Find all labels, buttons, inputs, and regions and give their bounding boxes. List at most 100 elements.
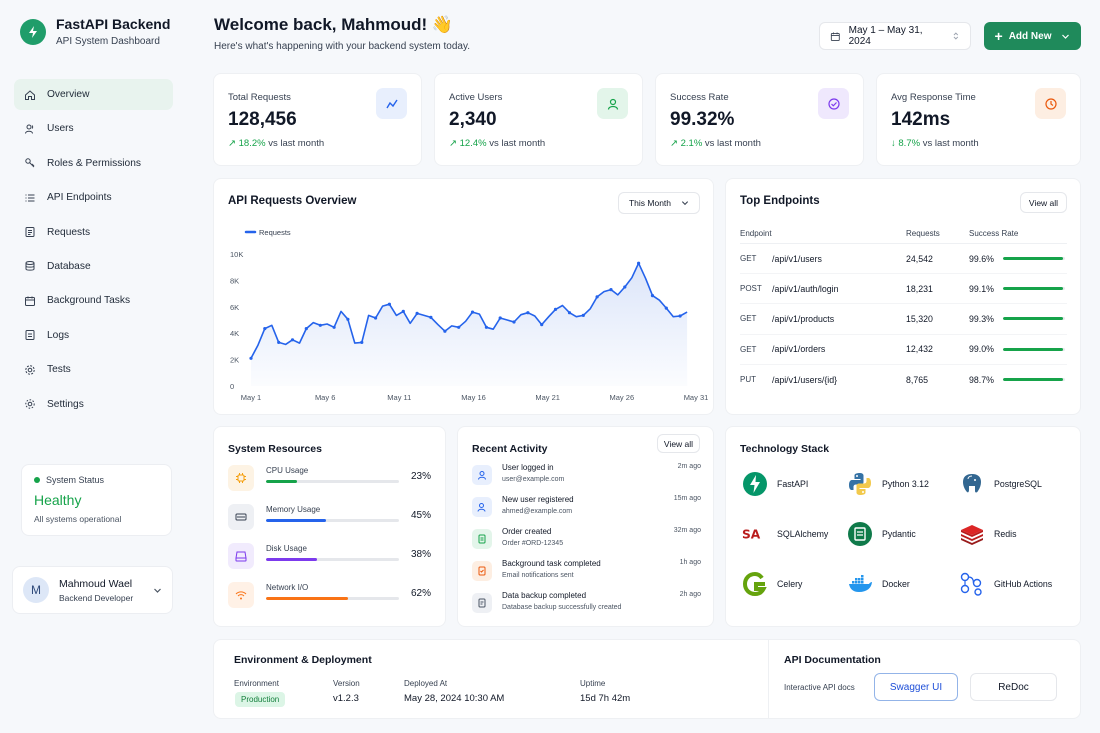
- add-new-button[interactable]: + Add New: [984, 22, 1081, 50]
- data-point: [664, 306, 668, 310]
- table-row[interactable]: GET/api/v1/products 15,320 99.3%: [740, 304, 1067, 335]
- table-row[interactable]: GET/api/v1/users 24,542 99.6%: [740, 244, 1067, 275]
- tech-label: Pydantic: [882, 529, 916, 539]
- endpoint-success-rate: 99.6%: [969, 253, 994, 264]
- pydantic-icon: [847, 521, 873, 547]
- trend-icon: [376, 88, 407, 119]
- app-subtitle: API System Dashboard: [56, 36, 160, 47]
- tech-stack-title: Technology Stack: [740, 443, 830, 455]
- system-status-value: Healthy: [34, 492, 82, 508]
- sidebar-item-settings[interactable]: Settings: [14, 389, 173, 420]
- recent-activity-card: Recent Activity View all User logged in u…: [457, 426, 714, 627]
- sidebar-item-tests[interactable]: Tests: [14, 354, 173, 385]
- add-new-label: Add New: [1008, 30, 1052, 42]
- endpoint-requests: 24,542: [906, 253, 933, 264]
- task-icon: [472, 561, 492, 581]
- check-circle-icon: [818, 88, 849, 119]
- y-tick-label: 10K: [230, 250, 243, 259]
- chart-period-select[interactable]: This Month: [618, 192, 700, 214]
- fastapi-icon: [742, 471, 768, 497]
- brand[interactable]: FastAPI Backend API System Dashboard: [20, 16, 170, 47]
- table-row[interactable]: GET/api/v1/orders 12,432 99.0%: [740, 335, 1067, 365]
- tech-label: Python 3.12: [882, 479, 929, 489]
- resource-bar: [266, 519, 399, 522]
- user-add-icon: [472, 497, 492, 517]
- data-point: [429, 315, 433, 319]
- activity-subtitle: Database backup successfully created: [502, 604, 622, 611]
- tech-item-pydantic: Pydantic: [847, 521, 916, 547]
- calendar-icon: [830, 32, 840, 41]
- http-method: GET: [740, 254, 757, 264]
- list-item[interactable]: User logged in user@example.com 2m ago: [472, 463, 701, 491]
- activity-view-all-button[interactable]: View all: [657, 434, 700, 453]
- endpoints-view-all-button[interactable]: View all: [1020, 192, 1067, 213]
- list-item[interactable]: New user registered ahmed@example.com 15m …: [472, 495, 701, 523]
- kpi-card-success-rate[interactable]: Success Rate 99.32% ↗ 2.1% vs last month: [655, 73, 864, 166]
- version-value: v1.2.3: [333, 693, 359, 704]
- redoc-button[interactable]: ReDoc: [970, 673, 1057, 701]
- docker-icon: [847, 571, 873, 597]
- kpi-trend-value: 18.2%: [238, 138, 266, 149]
- activity-time: 2m ago: [677, 463, 701, 470]
- requests-line: [250, 262, 688, 359]
- sidebar-item-label: Logs: [47, 329, 70, 341]
- endpoint-success-rate: 99.3%: [969, 313, 994, 324]
- sidebar-item-background-tasks[interactable]: Background Tasks: [14, 285, 173, 316]
- api-docs-title: API Documentation: [784, 654, 881, 666]
- success-rate-bar: [1003, 317, 1065, 321]
- endpoint-requests: 12,432: [906, 344, 933, 355]
- redis-icon: [959, 521, 985, 547]
- data-point: [678, 314, 682, 318]
- success-rate-bar-fill: [1003, 287, 1063, 291]
- date-range-picker[interactable]: May 1 – May 31, 2024: [819, 22, 971, 50]
- sidebar-item-users[interactable]: Users: [14, 113, 173, 144]
- user-name: Mahmoud Wael: [59, 577, 133, 590]
- y-tick-label: 8K: [230, 276, 239, 285]
- table-row[interactable]: POST/api/v1/auth/login 18,231 99.1%: [740, 274, 1067, 305]
- sidebar-item-database[interactable]: Database: [14, 251, 173, 282]
- date-range-value: May 1 – May 31, 2024: [848, 25, 923, 47]
- sidebar: FastAPI Backend API System Dashboard Ove…: [0, 0, 194, 733]
- top-endpoints-title: Top Endpoints: [740, 195, 820, 207]
- http-method: POST: [740, 284, 762, 294]
- requests-chart-title: API Requests Overview: [228, 195, 357, 207]
- page-title: Welcome back, Mahmoud! 👋: [214, 15, 454, 34]
- sidebar-item-api-endpoints[interactable]: API Endpoints: [14, 182, 173, 213]
- kpi-trend-suffix: vs last month: [489, 138, 546, 149]
- data-point: [360, 340, 364, 344]
- sidebar-item-logs[interactable]: Logs: [14, 320, 173, 351]
- kpi-card-total-requests[interactable]: Total Requests 128,456 ↗ 18.2% vs last mon…: [213, 73, 422, 166]
- swagger-ui-button[interactable]: Swagger UI: [874, 673, 958, 701]
- kpi-trend-arrow-icon: ↗: [449, 138, 457, 149]
- sidebar-item-requests[interactable]: Requests: [14, 217, 173, 248]
- table-row[interactable]: PUT/api/v1/users/{id} 8,765 98.7%: [740, 365, 1067, 395]
- kpi-card-active-users[interactable]: Active Users 2,340 ↗ 12.4% vs last month: [434, 73, 643, 166]
- environment-card: Environment & Deployment Environment Pro…: [213, 639, 1081, 719]
- sidebar-item-label: Tests: [47, 364, 71, 376]
- list-item[interactable]: Data backup completed Database backup suc…: [472, 591, 701, 619]
- sidebar-item-label: Database: [47, 260, 91, 272]
- sidebar-item-label: Roles & Permissions: [47, 157, 141, 169]
- data-point: [374, 316, 378, 320]
- http-method: GET: [740, 314, 757, 324]
- tech-item-sqlalchemy: SA SQLAlchemy: [742, 521, 828, 547]
- kpi-card-avg-response-time[interactable]: Avg Response Time 142ms ↓ 8.7% vs last mon…: [876, 73, 1081, 166]
- sidebar-item-roles[interactable]: Roles & Permissions: [14, 148, 173, 179]
- system-resources-card: System Resources CPU Usage 23% Memory Usag…: [213, 426, 446, 627]
- kpi-label: Avg Response Time: [891, 92, 976, 103]
- kpi-trend-arrow-icon: ↗: [670, 138, 678, 149]
- tech-item-github-actions: GitHub Actions: [959, 571, 1052, 597]
- endpoint-success-rate: 99.0%: [969, 344, 994, 355]
- success-rate-bar-fill: [1003, 378, 1063, 382]
- sidebar-item-label: Overview: [47, 89, 90, 100]
- list-item[interactable]: Background task completed Email notificat…: [472, 559, 701, 587]
- tech-label: FastAPI: [777, 479, 809, 489]
- http-method: PUT: [740, 375, 756, 385]
- sidebar-item-overview[interactable]: Overview: [14, 79, 173, 110]
- resource-row: Network I/O 62%: [228, 582, 431, 610]
- user-profile-menu[interactable]: M Mahmoud Wael Backend Developer: [12, 566, 173, 614]
- data-point: [443, 329, 447, 333]
- system-status-label: System Status: [46, 475, 105, 485]
- x-tick-label: May 16: [461, 393, 486, 402]
- list-item[interactable]: Order created Order #ORD-12345 32m ago: [472, 527, 701, 555]
